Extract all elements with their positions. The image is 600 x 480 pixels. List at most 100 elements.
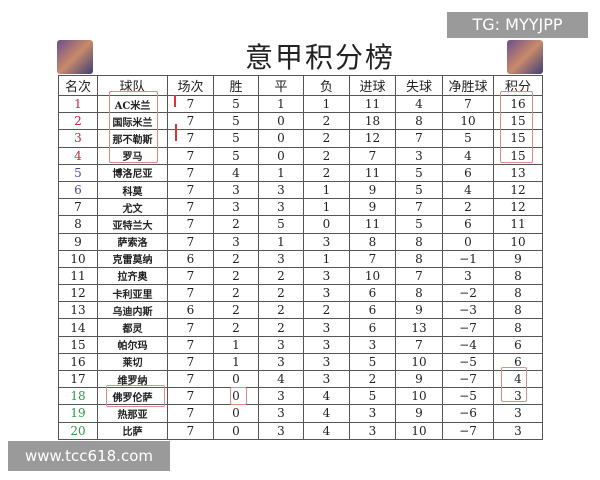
stat-cell: 1: [303, 249, 350, 268]
stat-cell: 11: [349, 94, 396, 114]
stat-cell: 2: [303, 146, 350, 165]
stat-cell: 2: [213, 266, 259, 286]
stat-cell: 10: [349, 266, 396, 286]
table-row: 6 科莫 7 3 3 1 9 5 4 12: [58, 180, 543, 200]
stat-cell: 8: [395, 112, 443, 131]
stat-cell: 3: [303, 318, 350, 337]
column-header: 失球: [395, 75, 443, 96]
rank-cell: 11: [58, 266, 98, 286]
stat-cell: 7: [395, 129, 443, 148]
stat-cell: 3: [258, 335, 304, 354]
stat-cell: 3: [442, 266, 494, 286]
arrow-down-icon: [175, 124, 177, 141]
stat-cell: 2: [258, 284, 304, 303]
stat-cell: 13: [493, 163, 543, 182]
stat-cell: 7: [349, 249, 396, 268]
team-cell: 帕尔玛: [97, 335, 168, 354]
stat-cell: 5: [258, 215, 304, 234]
highlight-points-17-18: [501, 367, 527, 402]
stat-cell: 6: [493, 335, 543, 354]
stat-cell: 15: [493, 146, 543, 165]
watermark-bottom: www.tcc618.com: [8, 441, 170, 471]
team-cell: 乌迪内斯: [97, 301, 168, 320]
stat-cell: 11: [349, 215, 396, 234]
stat-cell: 2: [213, 249, 259, 268]
stat-cell: 1: [303, 198, 350, 217]
stat-cell: 3: [258, 352, 304, 372]
stat-cell: 8: [493, 284, 543, 303]
stat-cell: 8: [493, 301, 543, 320]
stat-cell: 7: [167, 335, 214, 354]
stat-cell: 3: [349, 335, 396, 354]
watermark-top: TG: MYYJPP: [447, 12, 588, 38]
stat-cell: 3: [213, 180, 259, 200]
stat-cell: 7: [395, 266, 443, 286]
stat-cell: 16: [493, 94, 543, 114]
column-header: 负: [303, 75, 350, 96]
stat-cell: 7: [167, 180, 214, 200]
stat-cell: 2: [213, 215, 259, 234]
highlight-top-teams: [109, 91, 158, 163]
highlight-fiorentina-wins: [230, 387, 247, 405]
rank-cell: 9: [58, 232, 98, 251]
stat-cell: 6: [442, 163, 494, 182]
table-row: 16 莱切 7 1 3 3 5 10 −5 6: [58, 352, 543, 372]
stat-cell: −7: [442, 369, 494, 389]
stat-cell: 9: [349, 180, 396, 200]
table-row: 17 维罗纳 7 0 4 3 2 9 −7 4: [58, 369, 543, 389]
stat-cell: 3: [213, 232, 259, 251]
column-header: 场次: [167, 75, 214, 96]
stat-cell: 3: [258, 421, 304, 440]
stat-cell: 5: [213, 112, 259, 131]
stat-cell: 5: [213, 94, 259, 114]
column-header: 名次: [58, 75, 98, 96]
stat-cell: 7: [167, 369, 214, 389]
rank-cell: 17: [58, 369, 98, 389]
stat-cell: 7: [167, 318, 214, 337]
stat-cell: 9: [493, 249, 543, 268]
stat-cell: 0: [213, 369, 259, 389]
stat-cell: 0: [442, 232, 494, 251]
table-row: 9 萨索洛 7 3 1 3 8 8 0 10: [58, 232, 543, 251]
stat-cell: 3: [349, 421, 396, 440]
rank-cell: 4: [58, 146, 98, 165]
stat-cell: 7: [349, 146, 396, 165]
rank-cell: 15: [58, 335, 98, 354]
team-cell: 萨索洛: [97, 232, 168, 251]
team-cell: 亚特兰大: [97, 215, 168, 234]
stat-cell: 5: [442, 129, 494, 148]
table-row: 8 亚特兰大 7 2 5 0 11 5 6 11: [58, 215, 543, 234]
stat-cell: 4: [442, 180, 494, 200]
stat-cell: 0: [303, 215, 350, 234]
stat-cell: 4: [493, 369, 543, 389]
stat-cell: 2: [258, 301, 304, 320]
table-row: 15 帕尔玛 7 1 3 3 3 7 −4 6: [58, 335, 543, 354]
stat-cell: −7: [442, 318, 494, 337]
stat-cell: 12: [349, 129, 396, 148]
rank-cell: 6: [58, 180, 98, 200]
stat-cell: 3: [493, 404, 543, 423]
stat-cell: 5: [213, 129, 259, 148]
stat-cell: −7: [442, 421, 494, 440]
stat-cell: 8: [349, 232, 396, 251]
rank-cell: 14: [58, 318, 98, 337]
stat-cell: −4: [442, 335, 494, 354]
arrow-up-icon: [174, 95, 176, 107]
stat-cell: 2: [213, 301, 259, 320]
table-row: 13 乌迪内斯 6 2 2 2 6 9 −3 8: [58, 301, 543, 320]
stat-cell: 1: [303, 94, 350, 114]
stat-cell: −6: [442, 404, 494, 423]
stat-cell: 12: [493, 198, 543, 217]
stat-cell: 3: [493, 421, 543, 440]
stat-cell: 2: [349, 369, 396, 389]
stat-cell: 7: [395, 198, 443, 217]
stat-cell: 10: [395, 387, 443, 406]
stat-cell: 11: [493, 215, 543, 234]
stat-cell: 2: [303, 301, 350, 320]
stat-cell: 7: [167, 232, 214, 251]
stat-cell: 3: [303, 232, 350, 251]
team-cell: 科莫: [97, 180, 168, 200]
stat-cell: 3: [258, 404, 304, 423]
rank-cell: 12: [58, 284, 98, 303]
rank-cell: 20: [58, 421, 98, 440]
